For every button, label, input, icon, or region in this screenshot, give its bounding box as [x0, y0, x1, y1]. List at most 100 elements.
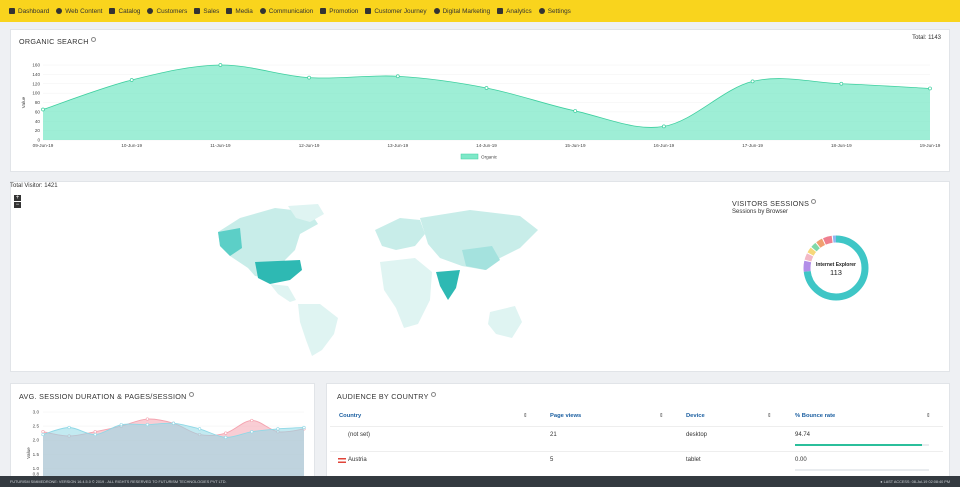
data-point [224, 435, 228, 439]
footer-copyright: FUTURISM SIMMEDRONE: VERSION 16.4.5.0 © … [10, 479, 227, 484]
data-point [145, 417, 149, 421]
y-tick-label: 1.0 [33, 466, 40, 471]
y-tick-label: 100 [32, 91, 40, 96]
data-point [41, 430, 45, 434]
nav-analytics[interactable]: Analytics [497, 8, 532, 15]
visitors-sessions-title: VISITORS SESSIONS [732, 199, 817, 208]
donut-center-value: 113 [830, 268, 842, 277]
map-zoom-in-button[interactable]: + [14, 195, 21, 201]
map-region-usa [255, 260, 302, 284]
row-page-views: 5 [550, 457, 554, 463]
y-tick-label: 0.8 [33, 472, 40, 477]
map-region-central-america [270, 284, 296, 302]
map-zoom-out-button[interactable]: − [14, 202, 21, 208]
data-point [93, 430, 97, 434]
avg-session-card: AVG. SESSION DURATION & PAGES/SESSION 0.… [10, 383, 315, 487]
sort-icon[interactable]: ⇕ [767, 413, 772, 419]
gear-icon [538, 8, 545, 14]
row-bounce-rate: 0.00 [795, 457, 807, 463]
nav-web-content[interactable]: Web Content [56, 8, 102, 15]
info-icon [188, 392, 194, 397]
nav-customer-journey[interactable]: Customer Journey [365, 8, 427, 15]
organic-search-chart: 0 20 40 60 80 100 120 140 160 Value 09-Jun-19 10-Ju… [21, 63, 941, 160]
row-divider [330, 426, 943, 427]
data-point [41, 432, 45, 437]
data-point [218, 63, 223, 67]
map-region-greenland [288, 204, 324, 222]
nav-media[interactable]: Media [226, 8, 253, 15]
x-tick-label: 14-Jun-19 [476, 143, 497, 148]
y-tick-label: 3.0 [33, 410, 40, 415]
analytics-icon [497, 8, 504, 14]
avg-session-chart: 0.81.0 1.5 2.0 2.5 3.0 Value [26, 410, 306, 487]
sort-icon[interactable]: ⇕ [659, 413, 664, 419]
column-header-country[interactable]: Country [339, 413, 362, 419]
y-tick-label: 140 [32, 72, 40, 77]
nav-promotion[interactable]: Promotion [320, 8, 358, 15]
visitors-sessions-subtitle: Sessions by Browser [732, 209, 789, 215]
series-area-2 [43, 423, 304, 487]
footer: FUTURISM SIMMEDRONE: VERSION 16.4.5.0 © … [0, 476, 960, 487]
y-tick-label: 20 [35, 128, 41, 133]
y-tick-label: 60 [35, 109, 41, 114]
nav-digital-marketing[interactable]: Digital Marketing [433, 8, 490, 15]
journey-icon [365, 8, 372, 14]
data-point [662, 124, 666, 129]
column-header-device[interactable]: Device [686, 413, 705, 419]
catalog-icon [109, 8, 116, 14]
row-device: tablet [686, 457, 701, 463]
x-tick-label: 19-Jun-19 [920, 143, 941, 148]
y-axis-label: Value [26, 447, 31, 459]
audience-by-country-card: AUDIENCE BY COUNTRY [326, 383, 950, 487]
data-point [145, 423, 149, 427]
cart-icon [194, 8, 201, 14]
world-map[interactable] [200, 200, 540, 360]
bounce-bar-fill [795, 444, 922, 446]
column-header-bounce-rate[interactable]: % Bounce rate [795, 413, 836, 419]
x-tick-label: 12-Jun-19 [299, 143, 320, 148]
map-region-north-america [218, 208, 318, 278]
map-region-australia [488, 306, 522, 338]
data-point [276, 427, 280, 431]
top-navigation: Dashboard Web Content Catalog Customers … [0, 0, 960, 22]
map-region-canada-west [218, 228, 242, 256]
nav-customers[interactable]: Customers [147, 8, 187, 15]
sort-icon[interactable]: ⇕ [523, 413, 528, 419]
data-point [928, 86, 932, 91]
y-tick-label: 2.0 [33, 438, 40, 443]
sort-icon[interactable]: ⇕ [926, 413, 931, 419]
y-tick-label: 1.5 [33, 452, 40, 457]
map-region-south-america [298, 304, 338, 356]
donut-segment-browser-2 [803, 235, 869, 301]
x-tick-label: 09-Jun-19 [33, 143, 54, 148]
browser-donut-chart[interactable]: Internet Explorer 113 [800, 232, 872, 304]
nav-dashboard[interactable]: Dashboard [9, 8, 49, 15]
data-point [307, 75, 311, 80]
avg-session-title: AVG. SESSION DURATION & PAGES/SESSION [19, 392, 194, 401]
map-region-asia [420, 210, 538, 270]
organic-search-card: ORGANIC SEARCH Total: 1143 0 20 40 60 80 100 1… [10, 29, 950, 172]
y-tick-label: 40 [35, 119, 41, 124]
data-point [839, 81, 844, 86]
y-axis-label: Value [21, 96, 26, 108]
y-tick-label: 160 [32, 63, 40, 68]
map-region-europe [375, 218, 425, 250]
globe-icon [56, 8, 63, 14]
data-point [395, 74, 400, 79]
nav-communication[interactable]: Communication [259, 8, 313, 15]
donut-center-label: Internet Explorer [816, 262, 856, 268]
column-header-page-views[interactable]: Page views [550, 413, 582, 419]
data-point [67, 425, 71, 430]
footer-last-access: ● LAST ACCESS: 08-Jul-19 02:08:40 PM [880, 479, 950, 484]
row-device: desktop [686, 432, 708, 438]
series-area-organic [43, 64, 930, 140]
customers-icon [147, 8, 154, 14]
data-point [93, 432, 97, 437]
nav-catalog[interactable]: Catalog [109, 8, 140, 15]
data-point [129, 78, 134, 82]
legend-swatch [460, 153, 479, 160]
nav-settings[interactable]: Settings [538, 8, 571, 15]
nav-sales[interactable]: Sales [194, 8, 219, 15]
legend-label: Organic [481, 155, 498, 160]
dashboard-icon [9, 8, 15, 14]
